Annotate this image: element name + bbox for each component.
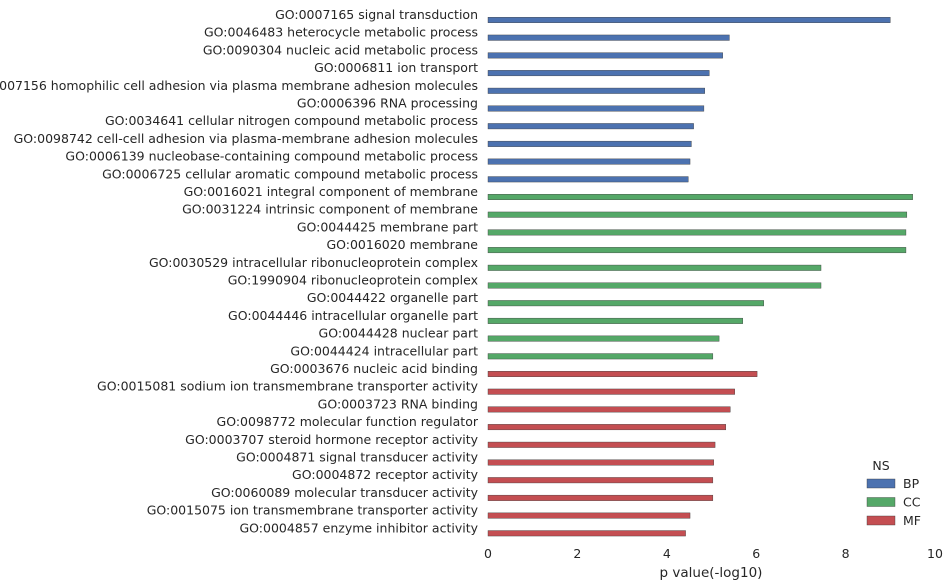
bar-mf-28	[487, 494, 714, 501]
bar-cc-19	[487, 335, 720, 342]
x-tick-label: 0	[484, 546, 492, 561]
bar-mf-25	[487, 441, 716, 448]
legend-label-cc: CC	[903, 495, 921, 510]
bar-mf-23	[487, 406, 731, 413]
category-label: GO:0003723 RNA binding	[318, 396, 478, 411]
bar-bp-1	[487, 17, 891, 23]
bar-bp-6	[487, 105, 705, 112]
bar-cc-20	[487, 353, 714, 360]
bar-mf-21	[487, 371, 758, 377]
bar-mf-29	[487, 512, 691, 519]
category-label: GO:0098742 cell-cell adhesion via plasma…	[14, 131, 478, 146]
category-label: GO:0044424 intracellular part	[290, 343, 478, 358]
bar-cc-16	[487, 282, 822, 289]
category-label: GO:0004871 signal transducer activity	[236, 450, 478, 465]
category-label: GO:0004857 enzyme inhibitor activity	[239, 520, 478, 535]
bar-cc-18	[487, 317, 743, 324]
bar-bp-8	[487, 140, 692, 147]
category-label: GO:0044425 membrane part	[297, 219, 478, 234]
bar-cc-13	[487, 229, 907, 236]
bar-mf-27	[487, 477, 714, 484]
category-label: GO:0006725 cellular aromatic compound me…	[102, 166, 478, 181]
bar-mf-22	[487, 388, 735, 395]
legend: NS BP CC MF	[866, 458, 921, 528]
legend-swatch-mf	[866, 515, 896, 526]
legend-swatch-cc	[866, 497, 896, 507]
x-tick-label: 8	[842, 546, 850, 561]
category-label: GO:1990904 ribonucleoprotein complex	[228, 273, 478, 288]
legend-swatch-bp	[866, 478, 896, 489]
category-label: GO:0006139 nucleobase-containing compoun…	[65, 149, 478, 164]
bar-mf-30	[487, 530, 686, 537]
bar-bp-5	[487, 87, 705, 94]
bar-bp-3	[487, 52, 723, 59]
category-label: GO:0034641 cellular nitrogen compound me…	[105, 113, 478, 128]
x-tick-label: 4	[663, 546, 671, 561]
category-label: GO:0044428 nuclear part	[319, 326, 479, 341]
legend-label-mf: MF	[903, 513, 921, 528]
legend-title: NS	[872, 458, 889, 473]
category-label: GO:0030529 intracellular ribonucleoprote…	[149, 255, 478, 270]
legend-label-bp: BP	[903, 476, 920, 491]
bars-layer	[487, 17, 913, 537]
category-label: GO:0098772 molecular function regulator	[217, 414, 479, 429]
category-label: GO:0044422 organelle part	[307, 290, 478, 305]
bar-cc-15	[487, 264, 822, 271]
bar-bp-10	[487, 176, 689, 183]
category-label: GO:0007165 signal transduction	[275, 7, 478, 22]
category-label: GO:0003707 steroid hormone receptor acti…	[185, 432, 478, 447]
bar-cc-11	[487, 194, 913, 200]
category-label: GO:0004872 receptor activity	[292, 467, 479, 482]
category-labels: GO:0007165 signal transduction GO:0046483…	[0, 7, 479, 535]
bar-bp-2	[487, 34, 730, 41]
bar-mf-26	[487, 459, 714, 466]
bar-bp-4	[487, 70, 710, 77]
bar-cc-17	[487, 300, 764, 307]
x-tick-label: 2	[573, 546, 581, 561]
x-tick-label: 10	[927, 546, 943, 561]
category-label: GO:0090304 nucleic acid metabolic proces…	[203, 42, 478, 57]
bar-bp-7	[487, 123, 694, 130]
category-label: GO:0003676 nucleic acid binding	[270, 361, 478, 376]
category-label: GO:0015075 ion transmembrane transporter…	[147, 503, 479, 518]
category-label: GO:0015081 sodium ion transmembrane tran…	[97, 379, 479, 394]
bar-cc-12	[487, 211, 908, 218]
x-axis: 0 2 4 6 8 10	[484, 546, 943, 561]
category-label: GO:0016021 integral component of membran…	[184, 184, 479, 199]
x-tick-label: 6	[752, 546, 760, 561]
category-label: GO:0006396 RNA processing	[297, 96, 478, 111]
category-label: GO:0031224 intrinsic component of membra…	[182, 202, 478, 217]
category-label: GO:0006811 ion transport	[314, 60, 478, 75]
x-axis-title: p value(-log10)	[660, 565, 763, 581]
category-label: GO:0016020 membrane	[326, 237, 478, 252]
bar-bp-9	[487, 158, 691, 165]
bar-mf-24	[487, 424, 727, 431]
category-label: GO:0046483 heterocycle metabolic process	[204, 25, 478, 40]
category-label: GO:0007156 homophilic cell adhesion via …	[0, 78, 478, 93]
bar-cc-14	[487, 247, 907, 254]
category-label: GO:0044446 intracellular organelle part	[228, 308, 478, 323]
category-label: GO:0060089 molecular transducer activity	[211, 485, 479, 500]
